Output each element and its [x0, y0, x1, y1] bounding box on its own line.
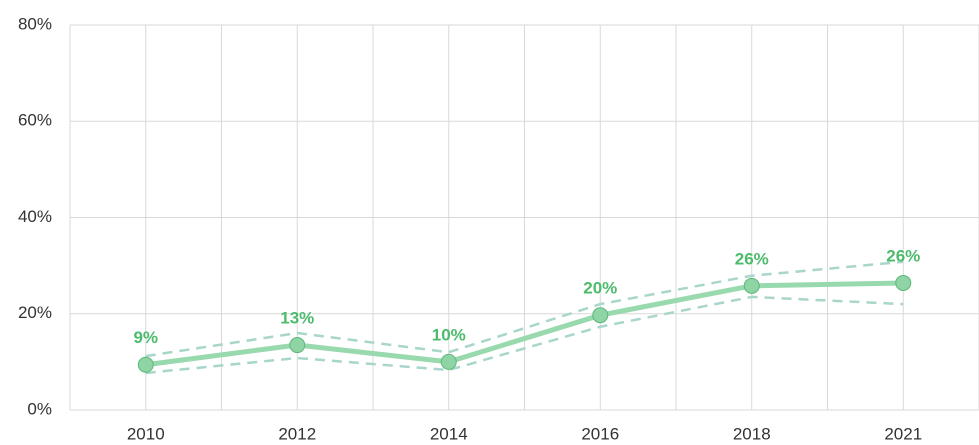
marker: [289, 337, 306, 354]
value-label: 13%: [280, 309, 314, 328]
band-line: [145, 260, 904, 358]
x-tick-label: 2010: [127, 424, 165, 443]
x-tick-label: 2018: [733, 424, 771, 443]
y-tick-label: 40%: [18, 207, 52, 226]
marker: [137, 356, 154, 373]
value-label: 20%: [583, 279, 617, 298]
y-tick-label: 0%: [27, 399, 52, 418]
line: [145, 280, 904, 368]
x-tick-label: 2021: [884, 424, 922, 443]
value-label: 26%: [735, 249, 769, 268]
x-tick-label: 2014: [430, 424, 468, 443]
x-tick-label: 2012: [278, 424, 316, 443]
value-label: 10%: [432, 325, 466, 344]
y-tick-label: 80%: [18, 14, 52, 33]
marker: [895, 274, 912, 291]
y-tick-label: 60%: [18, 111, 52, 130]
band-line: [145, 295, 904, 375]
marker: [592, 307, 609, 324]
marker: [743, 277, 760, 294]
marker: [440, 353, 457, 370]
value-label: 9%: [133, 328, 158, 347]
y-tick-label: 20%: [18, 303, 52, 322]
x-tick-label: 2016: [581, 424, 619, 443]
value-label: 26%: [886, 246, 920, 265]
